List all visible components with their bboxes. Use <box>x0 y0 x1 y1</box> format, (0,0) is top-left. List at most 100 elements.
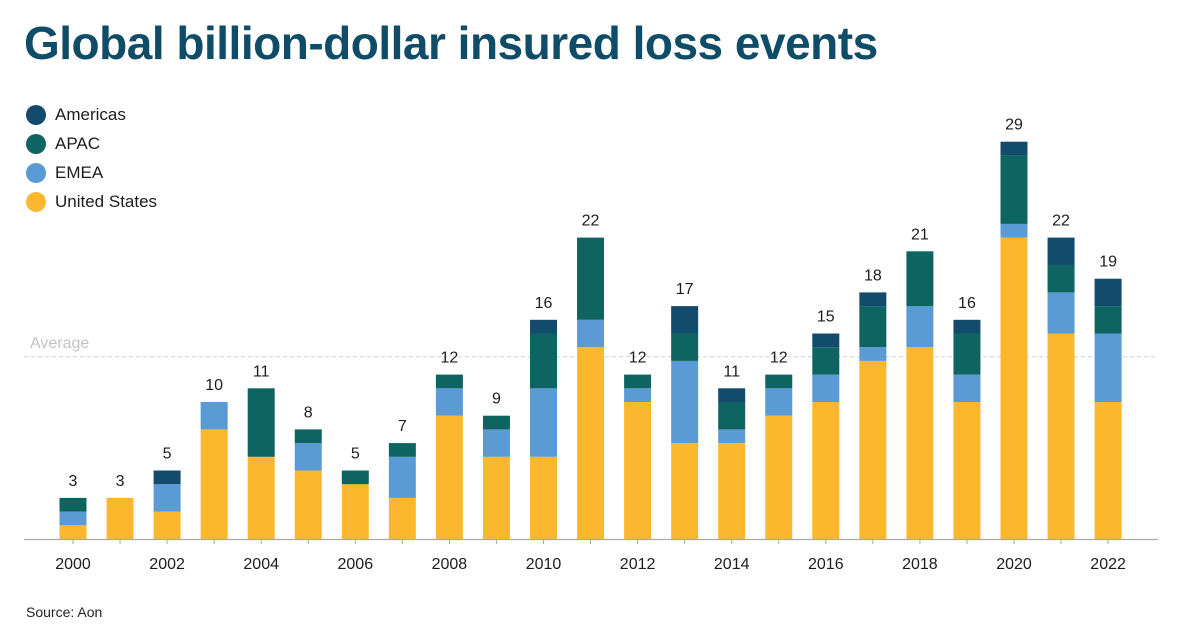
bar-segment-americas-2013 <box>671 306 699 334</box>
bar-segment-americas-2014 <box>718 388 746 402</box>
bar-total-label-2009: 9 <box>492 391 501 408</box>
bar-segment-united-states-2008 <box>435 415 463 539</box>
bar-segment-apac-2021 <box>1047 265 1075 293</box>
bar-segment-emea-2007 <box>388 456 416 498</box>
bar-segment-united-states-2019 <box>953 402 981 539</box>
bar-segment-united-states-2014 <box>718 443 746 539</box>
x-tick-label-2002: 2002 <box>149 556 185 573</box>
bar-segment-apac-2017 <box>859 306 887 348</box>
bar-segment-apac-2018 <box>906 251 934 307</box>
legend-item-americas: Americas <box>26 100 157 129</box>
bar-segment-united-states-2017 <box>859 360 887 539</box>
legend-swatch-apac <box>26 133 46 154</box>
bar-segment-emea-2014 <box>718 429 746 444</box>
bar-total-label-2019: 16 <box>958 295 976 312</box>
bar-segment-apac-2011 <box>577 237 605 320</box>
legend-label: APAC <box>55 133 101 153</box>
legend: Americas APAC EMEA United States <box>26 100 157 216</box>
x-tick-label-2008: 2008 <box>432 556 468 573</box>
bar-segment-apac-2016 <box>812 347 840 375</box>
bar-segment-united-states-2015 <box>765 415 793 539</box>
bar-segment-americas-2019 <box>953 319 981 334</box>
bar-segment-americas-2021 <box>1047 237 1075 265</box>
bar-segment-united-states-2007 <box>388 497 416 539</box>
bar-segment-united-states-2016 <box>812 402 840 539</box>
bar-segment-united-states-2002 <box>153 511 181 539</box>
bar-total-label-2008: 12 <box>441 350 459 367</box>
bar-segment-emea-2012 <box>624 388 652 402</box>
bar-segment-emea-2018 <box>906 306 934 348</box>
bar-total-label-2020: 29 <box>1005 117 1023 134</box>
bar-segment-united-states-2003 <box>200 429 228 539</box>
bar-total-label-2015: 12 <box>770 350 788 367</box>
bar-segment-apac-2010 <box>530 333 557 389</box>
bar-segment-apac-2015 <box>765 374 793 389</box>
bar-segment-united-states-2001 <box>106 497 134 539</box>
bar-segment-emea-2021 <box>1047 292 1075 334</box>
x-tick-label-2016: 2016 <box>808 556 844 573</box>
legend-item-united-states: United States <box>26 187 157 216</box>
bar-segment-emea-2009 <box>482 429 510 457</box>
bar-total-label-2002: 5 <box>163 446 172 463</box>
bar-segment-emea-2003 <box>200 402 228 430</box>
chart-title: Global billion-dollar insured loss event… <box>24 17 878 69</box>
bar-total-label-2007: 7 <box>398 418 407 435</box>
bar-total-label-2018: 21 <box>911 226 929 243</box>
bar-segment-emea-2010 <box>530 388 557 457</box>
bar-segment-emea-2022 <box>1094 333 1122 402</box>
bar-segment-americas-2020 <box>1000 141 1028 156</box>
bar-segment-united-states-2009 <box>482 456 510 539</box>
legend-item-emea: EMEA <box>26 158 157 187</box>
average-label: Average <box>30 335 89 352</box>
bar-segment-united-states-2006 <box>341 484 369 539</box>
bar-segment-americas-2022 <box>1094 278 1122 307</box>
bar-segment-emea-2002 <box>153 484 181 512</box>
bar-segment-americas-2016 <box>812 333 840 348</box>
bar-segment-apac-2009 <box>482 415 510 430</box>
x-tick-label-2000: 2000 <box>55 556 91 573</box>
bar-total-label-2017: 18 <box>864 267 882 284</box>
bar-segment-emea-2020 <box>1000 223 1028 238</box>
bar-segment-emea-2019 <box>953 374 981 402</box>
legend-label: United States <box>55 191 158 211</box>
bar-segment-emea-2015 <box>765 388 793 416</box>
bar-total-label-2005: 8 <box>304 404 313 421</box>
bar-total-label-2022: 19 <box>1099 254 1117 271</box>
x-tick-label-2018: 2018 <box>902 556 938 573</box>
bar-segment-apac-2004 <box>247 388 275 457</box>
bar-total-label-2003: 10 <box>205 377 223 394</box>
bar-segment-united-states-2011 <box>577 347 605 539</box>
bar-segment-americas-2010 <box>530 319 557 334</box>
bar-segment-apac-2020 <box>1000 155 1028 224</box>
bar-segment-apac-2007 <box>388 443 416 457</box>
bar-segment-united-states-2005 <box>294 470 322 539</box>
x-tick-label-2022: 2022 <box>1090 556 1126 573</box>
x-tick-label-2012: 2012 <box>620 556 656 573</box>
x-tick-label-2006: 2006 <box>338 556 374 573</box>
bar-total-label-2016: 15 <box>817 309 835 326</box>
bar-segment-emea-2000 <box>59 511 87 526</box>
bar-segment-united-states-2004 <box>247 456 275 539</box>
bar-total-label-2014: 11 <box>723 363 740 380</box>
bar-total-label-2012: 12 <box>629 350 647 367</box>
legend-label: EMEA <box>55 162 104 182</box>
bar-segment-united-states-2010 <box>530 456 557 539</box>
bar-total-label-2021: 22 <box>1052 213 1070 230</box>
legend-item-apac: APAC <box>26 129 157 158</box>
bar-segment-apac-2008 <box>435 374 463 389</box>
bar-segment-apac-2014 <box>718 402 746 430</box>
bar-segment-apac-2022 <box>1094 306 1122 334</box>
bar-segment-united-states-2020 <box>1000 237 1028 539</box>
bar-segment-apac-2012 <box>624 374 652 389</box>
legend-swatch-americas <box>26 104 46 125</box>
bar-segment-united-states-2000 <box>59 525 87 539</box>
x-tick-label-2010: 2010 <box>526 556 562 573</box>
legend-swatch-emea <box>26 162 46 183</box>
bar-segment-united-states-2021 <box>1047 333 1075 539</box>
bar-total-label-2006: 5 <box>351 446 360 463</box>
bar-segment-americas-2017 <box>859 292 887 307</box>
bar-segment-emea-2008 <box>435 388 463 416</box>
bar-segment-united-states-2013 <box>671 443 699 539</box>
bar-segment-emea-2013 <box>671 360 699 444</box>
